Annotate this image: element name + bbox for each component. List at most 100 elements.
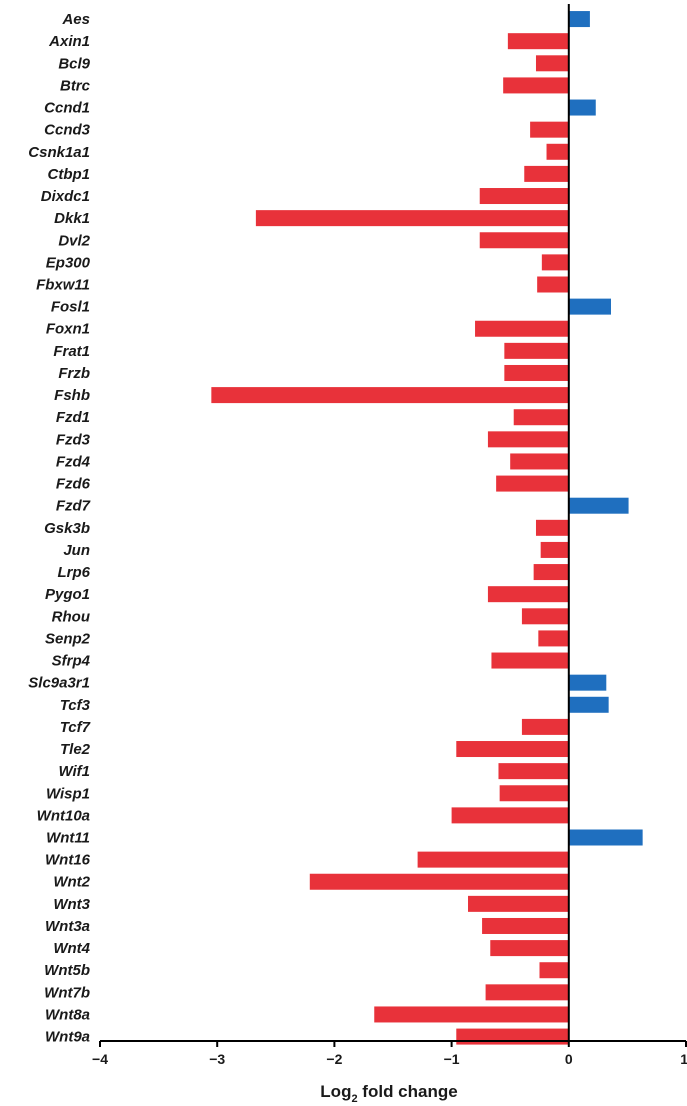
bar-dvl2 bbox=[479, 232, 569, 249]
bar-wnt8a bbox=[374, 1006, 569, 1023]
bar-ccnd1 bbox=[568, 99, 596, 116]
category-label-fzd4: Fzd4 bbox=[56, 453, 91, 470]
category-label-dixdc1: Dixdc1 bbox=[41, 188, 90, 205]
bar-csnk1a1 bbox=[546, 143, 569, 160]
category-label-fbxw11: Fbxw11 bbox=[36, 277, 90, 294]
category-label-foxn1: Foxn1 bbox=[46, 321, 90, 338]
bar-slc9a3r1 bbox=[568, 674, 607, 691]
category-label-fzd3: Fzd3 bbox=[56, 431, 91, 448]
category-label-wnt16: Wnt16 bbox=[45, 852, 91, 869]
bar-foxn1 bbox=[475, 320, 569, 337]
category-label-sfrp4: Sfrp4 bbox=[52, 653, 91, 670]
x-tick-label: −1 bbox=[444, 1051, 460, 1067]
category-label-btrc: Btrc bbox=[60, 77, 91, 94]
category-label-wnt2: Wnt2 bbox=[53, 874, 90, 891]
x-tick-label: 0 bbox=[565, 1051, 573, 1067]
bar-aes bbox=[568, 11, 590, 28]
category-label-ctbp1: Ctbp1 bbox=[48, 166, 91, 183]
bar-fosl1 bbox=[568, 298, 611, 315]
bar-wnt4 bbox=[490, 940, 569, 957]
category-label-fshb: Fshb bbox=[54, 387, 90, 404]
category-label-tle2: Tle2 bbox=[60, 741, 91, 758]
category-label-wnt7b: Wnt7b bbox=[44, 984, 90, 1001]
bar-fzd7 bbox=[568, 497, 629, 514]
bar-rhou bbox=[521, 608, 569, 625]
category-label-dkk1: Dkk1 bbox=[54, 210, 90, 227]
category-label-wnt9a: Wnt9a bbox=[45, 1029, 90, 1046]
category-label-ep300: Ep300 bbox=[46, 254, 91, 271]
x-axis-title-main: Log bbox=[320, 1082, 351, 1101]
category-label-ccnd1: Ccnd1 bbox=[44, 100, 90, 117]
x-tick-label: −2 bbox=[326, 1051, 342, 1067]
x-ticks-group: −4 −3 −2 −1 0 1 bbox=[92, 1041, 687, 1067]
bar-btrc bbox=[503, 77, 569, 94]
category-label-wnt8a: Wnt8a bbox=[45, 1006, 90, 1023]
x-axis-title-subscript: 2 bbox=[351, 1093, 357, 1105]
category-label-jun: Jun bbox=[63, 542, 90, 559]
bar-wnt2 bbox=[309, 873, 569, 890]
bar-wnt5b bbox=[539, 962, 569, 979]
bar-senp2 bbox=[538, 630, 569, 647]
bar-wnt9a bbox=[456, 1028, 569, 1045]
category-label-wnt10a: Wnt10a bbox=[37, 807, 90, 824]
bar-dixdc1 bbox=[479, 188, 569, 205]
bar-sfrp4 bbox=[491, 652, 569, 669]
bar-fshb bbox=[211, 387, 569, 404]
category-label-fosl1: Fosl1 bbox=[51, 299, 90, 316]
bar-frzb bbox=[504, 364, 569, 381]
bar-ccnd3 bbox=[530, 121, 569, 138]
category-label-rhou: Rhou bbox=[52, 608, 90, 625]
category-label-slc9a3r1: Slc9a3r1 bbox=[28, 675, 90, 692]
x-tick-label: −4 bbox=[92, 1051, 108, 1067]
bar-dkk1 bbox=[255, 210, 569, 227]
bar-wnt7b bbox=[485, 984, 569, 1001]
bar-fzd4 bbox=[510, 453, 569, 470]
bar-wnt3 bbox=[468, 895, 569, 912]
bar-wnt10a bbox=[451, 807, 569, 824]
category-label-csnk1a1: Csnk1a1 bbox=[28, 144, 90, 161]
category-label-pygo1: Pygo1 bbox=[45, 586, 90, 603]
bar-wnt16 bbox=[417, 851, 569, 868]
category-label-frzb: Frzb bbox=[58, 365, 90, 382]
category-labels-group: Aes Axin1 Bcl9 Btrc Ccnd1 Ccnd3 Csnk1a1 Ctbp1 Di… bbox=[28, 11, 90, 1046]
category-label-fzd7: Fzd7 bbox=[56, 498, 91, 515]
bar-wnt3a bbox=[482, 917, 569, 934]
bar-wnt11 bbox=[568, 829, 643, 846]
bar-bcl9 bbox=[535, 55, 569, 72]
category-label-bcl9: Bcl9 bbox=[58, 55, 90, 72]
category-label-ccnd3: Ccnd3 bbox=[44, 122, 91, 139]
bars-group bbox=[211, 11, 643, 1045]
x-axis-title-rest: fold change bbox=[358, 1082, 458, 1101]
bar-jun bbox=[540, 541, 569, 558]
bar-pygo1 bbox=[487, 586, 569, 603]
category-label-wnt4: Wnt4 bbox=[53, 940, 90, 957]
bar-wisp1 bbox=[499, 785, 569, 802]
category-label-gsk3b: Gsk3b bbox=[44, 520, 90, 537]
bar-ep300 bbox=[541, 254, 569, 271]
category-label-tcf7: Tcf7 bbox=[60, 719, 91, 736]
category-label-aes: Aes bbox=[61, 11, 90, 28]
x-axis-title: Log2 fold change bbox=[320, 1082, 457, 1105]
category-label-frat1: Frat1 bbox=[53, 343, 90, 360]
category-label-axin1: Axin1 bbox=[48, 33, 90, 50]
category-label-wnt3a: Wnt3a bbox=[45, 918, 90, 935]
x-tick-label: −3 bbox=[209, 1051, 225, 1067]
bar-axin1 bbox=[507, 33, 569, 50]
bar-gsk3b bbox=[535, 519, 569, 536]
bar-wif1 bbox=[498, 763, 569, 780]
category-label-dvl2: Dvl2 bbox=[58, 232, 90, 249]
category-label-wif1: Wif1 bbox=[58, 763, 90, 780]
bar-ctbp1 bbox=[524, 165, 569, 182]
category-label-fzd1: Fzd1 bbox=[56, 409, 90, 426]
category-label-wnt5b: Wnt5b bbox=[44, 962, 90, 979]
category-label-tcf3: Tcf3 bbox=[60, 697, 91, 714]
bar-tcf3 bbox=[568, 696, 609, 713]
category-label-wisp1: Wisp1 bbox=[46, 785, 90, 802]
category-label-wnt3: Wnt3 bbox=[53, 896, 90, 913]
category-label-fzd6: Fzd6 bbox=[56, 476, 91, 493]
bar-fzd1 bbox=[513, 409, 569, 426]
bar-lrp6 bbox=[533, 564, 569, 581]
bar-fzd3 bbox=[487, 431, 569, 448]
category-label-wnt11: Wnt11 bbox=[46, 830, 90, 847]
